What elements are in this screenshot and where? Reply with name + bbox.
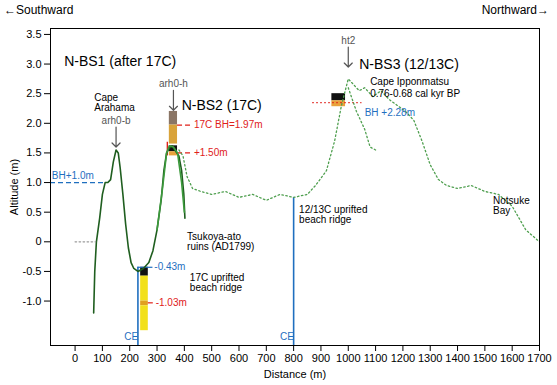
svg-text:Tsukoya-atoruins (AD1799): Tsukoya-atoruins (AD1799) — [187, 231, 254, 252]
svg-text:-1.0: -1.0 — [23, 295, 42, 307]
svg-text:600: 600 — [230, 352, 248, 364]
svg-text:NotsukeBay: NotsukeBay — [493, 195, 530, 216]
svg-text:Altitude (m): Altitude (m) — [8, 159, 20, 215]
svg-text:1200: 1200 — [391, 352, 415, 364]
svg-text:1000: 1000 — [336, 352, 360, 364]
svg-text:1300: 1300 — [418, 352, 442, 364]
svg-text:400: 400 — [175, 352, 193, 364]
svg-text:+1.50m: +1.50m — [194, 147, 228, 158]
svg-text:300: 300 — [148, 352, 166, 364]
html-text:Northward→: Northward→ — [481, 3, 549, 17]
svg-text:-0.43m: -0.43m — [154, 261, 185, 272]
svg-text:0: 0 — [72, 352, 78, 364]
svg-text:0: 0 — [35, 235, 41, 247]
svg-text:arh0-b: arh0-b — [102, 115, 131, 126]
svg-text:3.5: 3.5 — [26, 28, 41, 40]
svg-text:12/13C upriftedbeach ridge: 12/13C upriftedbeach ridge — [299, 204, 367, 225]
svg-text:700: 700 — [257, 352, 275, 364]
svg-text:-1.03m: -1.03m — [156, 297, 187, 308]
svg-text:N-BS1 (after 17C): N-BS1 (after 17C) — [64, 53, 176, 69]
svg-text:1.5: 1.5 — [26, 146, 41, 158]
svg-text:100: 100 — [93, 352, 111, 364]
svg-text:200: 200 — [121, 352, 139, 364]
html-text:←Southward: ←Southward — [4, 3, 74, 17]
svg-text:ht2: ht2 — [341, 35, 355, 46]
svg-text:CE: CE — [124, 331, 138, 342]
svg-text:1700: 1700 — [527, 352, 551, 364]
svg-text:CE: CE — [280, 331, 294, 342]
svg-text:CapeArahama: CapeArahama — [94, 92, 135, 113]
svg-text:1.0: 1.0 — [26, 176, 41, 188]
svg-text:17C upriftedbeach ridge: 17C upriftedbeach ridge — [190, 272, 244, 293]
svg-text:1100: 1100 — [364, 352, 388, 364]
svg-text:BH+1.0m: BH+1.0m — [52, 170, 94, 181]
svg-text:900: 900 — [312, 352, 330, 364]
svg-text:1400: 1400 — [445, 352, 469, 364]
svg-text:500: 500 — [202, 352, 220, 364]
svg-text:800: 800 — [284, 352, 302, 364]
svg-text:0.5: 0.5 — [26, 206, 41, 218]
svg-text:2.5: 2.5 — [26, 87, 41, 99]
svg-text:N-BS3 (12/13C): N-BS3 (12/13C) — [359, 56, 459, 72]
svg-text:1600: 1600 — [500, 352, 524, 364]
svg-text:3.0: 3.0 — [26, 58, 41, 70]
svg-text:0.76-0.68 cal kyr BP: 0.76-0.68 cal kyr BP — [370, 88, 460, 99]
svg-text:Distance (m): Distance (m) — [264, 368, 326, 380]
svg-text:BH +2.28m: BH +2.28m — [365, 107, 415, 118]
svg-text:N-BS2 (17C): N-BS2 (17C) — [182, 97, 262, 113]
svg-text:-0.5: -0.5 — [23, 265, 42, 277]
svg-text:Cape Ipponmatsu: Cape Ipponmatsu — [370, 76, 449, 87]
svg-text:2.0: 2.0 — [26, 117, 41, 129]
svg-text:17C BH=1.97m: 17C BH=1.97m — [194, 119, 263, 130]
svg-text:1500: 1500 — [473, 352, 497, 364]
svg-text:arh0-h: arh0-h — [159, 78, 188, 89]
